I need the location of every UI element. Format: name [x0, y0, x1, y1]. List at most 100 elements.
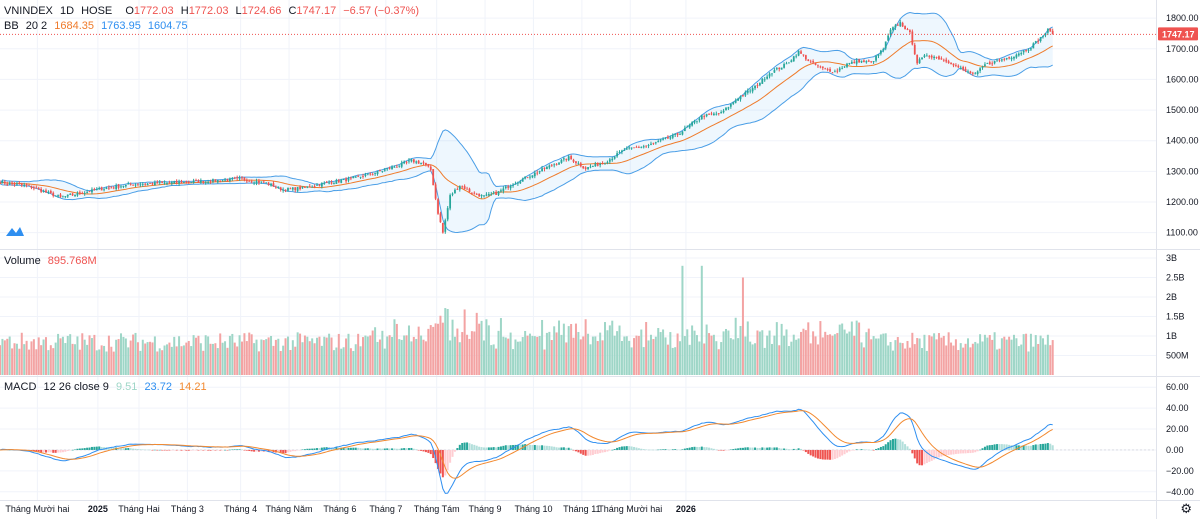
volume-bar: [901, 343, 904, 375]
interval[interactable]: 1D: [59, 5, 75, 17]
macd-histogram-bar: [533, 444, 536, 450]
macd-line-value: 23.72: [144, 381, 172, 393]
macd-histogram-bar: [545, 445, 548, 450]
candle-body: [350, 177, 352, 179]
macd-name: MACD: [4, 381, 37, 393]
volume-bar: [722, 331, 725, 375]
symbol-name[interactable]: VNINDEX: [4, 5, 53, 17]
volume-bar: [545, 332, 548, 375]
bb-legend[interactable]: BB 20 2 1684.35 1763.95 1604.75: [4, 20, 192, 32]
macd-histogram-bar: [734, 448, 737, 450]
macd-histogram-bar: [139, 449, 142, 450]
volume-bar: [654, 336, 657, 375]
macd-histogram-bar: [1005, 444, 1008, 450]
macd-histogram-bar: [979, 449, 982, 451]
tradingview-logo-icon[interactable]: [5, 224, 25, 244]
volume-bar: [470, 331, 473, 375]
macd-histogram-bar: [260, 449, 263, 452]
volume-bar: [316, 337, 319, 375]
volume-bar: [337, 333, 340, 375]
volume-bar: [272, 345, 275, 375]
macd-histogram-bar: [316, 448, 319, 450]
macd-histogram-bar: [303, 449, 306, 450]
volume-bar: [383, 348, 386, 375]
macd-histogram-bar: [913, 449, 916, 459]
macd-histogram-bar: [884, 444, 887, 450]
volume-bar: [78, 349, 81, 375]
candle-body: [686, 126, 689, 128]
candle-body: [224, 179, 226, 181]
volume-bar: [313, 343, 316, 375]
candle-body: [567, 156, 570, 161]
candle-body: [398, 165, 401, 167]
settings-gear-icon[interactable]: ⚙: [1180, 501, 1192, 516]
macd-histogram-bar: [606, 449, 609, 452]
candle-body: [976, 71, 979, 74]
volume-bar: [708, 333, 711, 375]
candle-body: [669, 137, 672, 139]
candle-body: [526, 177, 529, 179]
macd-histogram-bar: [420, 449, 423, 451]
volume-bar: [495, 348, 498, 375]
candle-body: [831, 72, 834, 74]
macd-histogram-bar: [439, 449, 442, 474]
volume-bar: [456, 328, 459, 375]
macd-histogram-bar: [1032, 445, 1035, 450]
macd-histogram-bar: [797, 448, 800, 450]
macd-legend[interactable]: MACD 12 26 close 9 9.51 23.72 14.21: [4, 381, 211, 393]
candle-body: [870, 61, 873, 63]
volume-bar: [83, 339, 86, 375]
candle-body: [713, 113, 715, 116]
volume-bar: [543, 349, 546, 375]
macd-histogram-bar: [136, 449, 139, 450]
candle-body: [664, 137, 667, 139]
candle-body: [274, 186, 277, 188]
volume-bar: [342, 347, 345, 375]
macd-histogram-bar: [601, 449, 604, 453]
candle-body: [86, 192, 89, 193]
macd-histogram-bar: [352, 447, 355, 450]
volume-bar: [693, 330, 696, 375]
candle-body: [277, 186, 280, 188]
candle-body: [487, 194, 490, 196]
macd-histogram-bar: [686, 448, 689, 450]
macd-histogram-bar: [417, 449, 420, 451]
volume-bar: [1029, 333, 1032, 375]
candle-body: [35, 187, 38, 189]
volume-bar: [608, 325, 611, 375]
volume-bar: [328, 333, 331, 375]
bb-name: BB: [4, 20, 19, 32]
volume-bar: [115, 339, 118, 375]
candle-body: [231, 178, 234, 180]
macd-histogram-bar: [335, 447, 338, 450]
macd-histogram-bar: [642, 449, 645, 450]
volume-bar: [928, 335, 931, 375]
volume-legend[interactable]: Volume 895.768M: [4, 255, 101, 267]
volume-bar: [797, 338, 800, 375]
macd-histogram-bar: [487, 447, 490, 450]
macd-histogram-bar: [359, 448, 362, 450]
macd-histogram-bar: [93, 446, 96, 450]
candle-body: [417, 160, 420, 164]
candle-body: [16, 183, 18, 185]
volume-bar: [833, 334, 836, 375]
macd-histogram-bar: [473, 444, 476, 450]
macd-histogram-bar: [1044, 443, 1047, 450]
macd-histogram-bar: [190, 449, 193, 451]
volume-bar: [299, 333, 302, 375]
candle-body: [657, 141, 660, 143]
candle-body: [112, 187, 115, 189]
volume-bar: [262, 340, 265, 375]
candle-body: [139, 184, 142, 186]
volume-bar: [422, 339, 425, 375]
candle-body: [879, 50, 882, 54]
macd-histogram-bar: [224, 449, 227, 451]
volume-bar: [1017, 346, 1020, 375]
macd-histogram-bar: [967, 449, 969, 454]
candle-body: [642, 146, 645, 148]
volume-bar: [461, 332, 464, 375]
candle-body: [175, 180, 178, 183]
macd-histogram-bar: [405, 448, 408, 450]
candle-body: [37, 187, 40, 189]
